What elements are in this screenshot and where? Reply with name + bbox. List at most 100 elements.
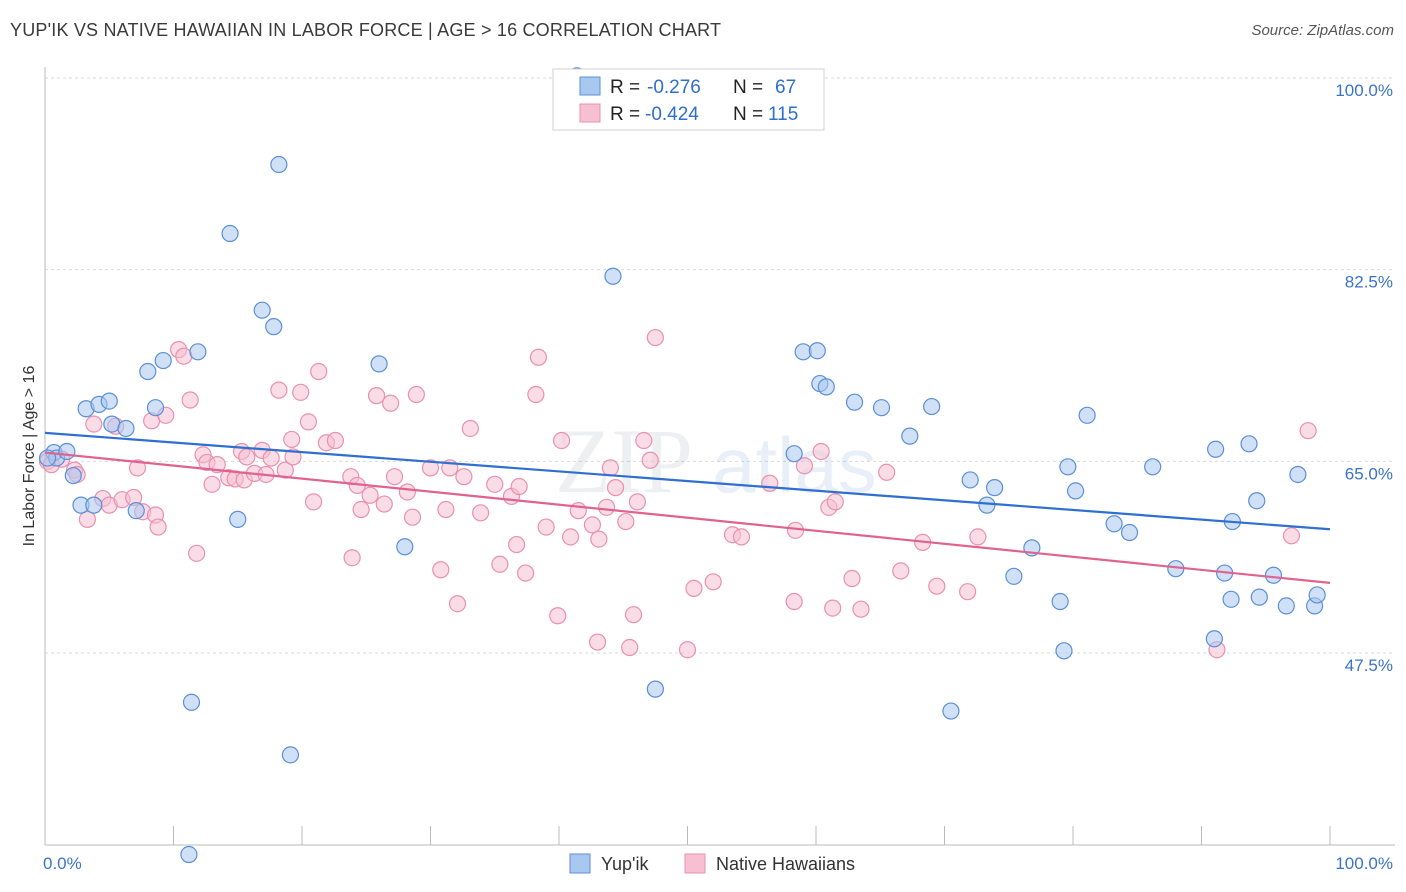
chart-title: YUP'IK VS NATIVE HAWAIIAN IN LABOR FORCE…: [10, 20, 722, 40]
data-point-yupik: [265, 318, 283, 336]
data-point-yupik: [100, 392, 118, 410]
data-point-native-hawaiians: [375, 495, 393, 513]
data-point-yupik: [1277, 597, 1295, 615]
data-point-yupik: [1078, 406, 1096, 424]
watermark-atlas: atlas: [712, 421, 877, 509]
data-point-yupik: [58, 442, 76, 461]
data-point-native-hawaiians: [407, 385, 425, 404]
data-point-native-hawaiians: [561, 528, 580, 546]
data-point-yupik: [396, 538, 414, 556]
data-point-native-hawaiians: [343, 549, 361, 567]
data-point-yupik: [961, 471, 979, 489]
bottom-legend-label-hawaiian: Native Hawaiians: [716, 854, 855, 874]
data-point-yupik: [1205, 630, 1223, 648]
data-point-native-hawaiians: [785, 592, 803, 611]
data-point-native-hawaiians: [283, 430, 301, 449]
data-point-yupik: [1207, 440, 1225, 458]
bottom-legend-swatch-hawaiian: [684, 853, 706, 874]
legend-r-value-hawaiian: -0.424: [645, 104, 699, 125]
y-axis-label: In Labor Force | Age > 16: [21, 366, 38, 547]
trend-line-yupik: [44, 431, 1331, 531]
data-point-yupik: [139, 362, 157, 381]
data-point-native-hawaiians: [597, 498, 616, 516]
data-point-yupik: [146, 399, 165, 417]
data-point-yupik: [1240, 435, 1258, 453]
data-point-yupik: [1222, 590, 1240, 608]
data-point-native-hawaiians: [878, 463, 896, 481]
data-point-native-hawaiians: [732, 528, 751, 546]
data-point-native-hawaiians: [527, 385, 545, 404]
data-point-yupik: [1051, 592, 1069, 611]
data-point-yupik: [901, 427, 919, 445]
data-point-yupik: [221, 224, 239, 243]
data-point-yupik: [1005, 567, 1023, 585]
data-point-yupik: [1250, 588, 1268, 606]
data-point-native-hawaiians: [529, 348, 548, 366]
data-point-native-hawaiians: [601, 459, 620, 477]
yupik-points: [38, 67, 1326, 864]
data-point-yupik: [180, 845, 198, 864]
trend-line-native-hawaiians: [44, 451, 1331, 584]
data-point-native-hawaiians: [1299, 422, 1317, 440]
y-tick-label: 82.5%: [1345, 273, 1393, 292]
data-point-native-hawaiians: [284, 448, 302, 466]
data-point-native-hawaiians: [795, 457, 814, 475]
data-point-native-hawaiians: [641, 451, 659, 469]
data-point-yupik: [604, 267, 622, 285]
data-point-native-hawaiians: [276, 461, 294, 479]
data-point-native-hawaiians: [969, 528, 987, 546]
data-point-yupik: [253, 301, 271, 319]
data-point-yupik: [978, 496, 996, 514]
data-point-native-hawaiians: [583, 516, 602, 534]
data-point-native-hawaiians: [367, 387, 386, 405]
watermark: ZIP atlas: [555, 410, 877, 512]
x-axis-ticks: [44, 826, 1331, 845]
data-point-native-hawaiians: [1282, 527, 1301, 545]
data-point-native-hawaiians: [85, 415, 103, 433]
y-tick-label: 100.0%: [1335, 81, 1393, 100]
y-tick-label: 47.5%: [1345, 656, 1393, 675]
x-tick-label-max: 100.0%: [1335, 854, 1393, 873]
data-point-native-hawaiians: [262, 449, 280, 467]
data-point-native-hawaiians: [590, 530, 608, 548]
data-point-yupik: [646, 680, 664, 698]
data-point-yupik: [103, 415, 121, 433]
data-point-native-hawaiians: [461, 419, 479, 438]
data-point-yupik: [1264, 566, 1283, 584]
data-point-native-hawaiians: [432, 561, 450, 579]
gridlines: [45, 77, 1395, 654]
data-point-native-hawaiians: [761, 474, 779, 492]
data-point-native-hawaiians: [310, 362, 328, 381]
data-point-native-hawaiians: [491, 555, 509, 573]
data-point-yupik: [64, 466, 82, 485]
data-point-native-hawaiians: [704, 573, 722, 591]
legend-r-label: R =: [610, 77, 640, 98]
data-point-yupik: [923, 397, 941, 416]
data-point-native-hawaiians: [824, 599, 842, 617]
data-point-native-hawaiians: [685, 579, 703, 597]
data-point-native-hawaiians: [238, 448, 256, 466]
data-point-native-hawaiians: [928, 577, 946, 595]
data-point-native-hawaiians: [472, 504, 490, 522]
data-point-native-hawaiians: [510, 477, 528, 496]
legend-n-label: N =: [733, 104, 763, 125]
data-point-yupik: [370, 355, 388, 373]
data-point-native-hawaiians: [203, 475, 221, 493]
data-point-yupik: [817, 378, 835, 396]
bottom-legend-label-yupik: Yup'ik: [601, 854, 649, 874]
data-point-native-hawaiians: [588, 633, 607, 651]
data-point-native-hawaiians: [326, 431, 345, 450]
data-point-native-hawaiians: [826, 493, 844, 511]
data-point-yupik: [942, 702, 960, 720]
data-point-native-hawaiians: [537, 518, 555, 536]
data-point-yupik: [794, 343, 812, 361]
native-hawaiians-points: [38, 328, 1317, 659]
data-point-yupik: [1059, 458, 1077, 476]
legend-swatch-yupik: [579, 76, 601, 96]
data-point-native-hawaiians: [507, 535, 526, 554]
data-point-yupik: [85, 496, 103, 514]
data-point-native-hawaiians: [455, 468, 473, 486]
x-tick-label-min: 0.0%: [43, 854, 82, 873]
trend-lines: [44, 431, 1331, 584]
